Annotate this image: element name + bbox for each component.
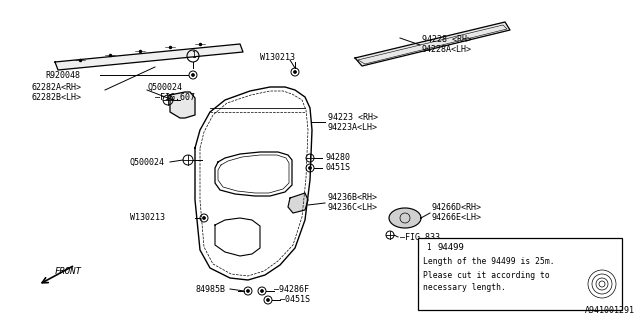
Text: 94266E<LH>: 94266E<LH>: [432, 213, 482, 222]
Circle shape: [424, 286, 428, 290]
Text: Length of the 94499 is 25m.: Length of the 94499 is 25m.: [423, 258, 555, 267]
Text: W130213: W130213: [260, 52, 295, 61]
Text: Please cut it according to: Please cut it according to: [423, 270, 550, 279]
Text: 94228A<LH>: 94228A<LH>: [422, 45, 472, 54]
Circle shape: [266, 299, 269, 301]
Text: 94236C<LH>: 94236C<LH>: [328, 204, 378, 212]
Text: 1: 1: [191, 52, 195, 60]
Circle shape: [260, 290, 264, 292]
Circle shape: [308, 166, 312, 170]
Text: Q500024: Q500024: [147, 83, 182, 92]
Text: 94228 <RH>: 94228 <RH>: [422, 36, 472, 44]
Circle shape: [202, 217, 205, 220]
Polygon shape: [288, 193, 308, 213]
Text: 62282A<RH>: 62282A<RH>: [32, 84, 82, 92]
Text: 94280: 94280: [326, 154, 351, 163]
Text: —FIG.607: —FIG.607: [155, 92, 195, 101]
Circle shape: [246, 290, 250, 292]
Text: 94236B<RH>: 94236B<RH>: [328, 194, 378, 203]
Text: —FIG.833: —FIG.833: [400, 233, 440, 242]
Text: A941001291: A941001291: [585, 306, 635, 315]
Text: 94266D<RH>: 94266D<RH>: [432, 204, 482, 212]
Text: 62282B<LH>: 62282B<LH>: [32, 92, 82, 101]
Polygon shape: [355, 22, 510, 66]
Text: W130213: W130213: [130, 213, 165, 222]
Circle shape: [294, 70, 296, 74]
Text: 84985B: 84985B: [195, 284, 225, 293]
Text: necessary length.: necessary length.: [423, 284, 506, 292]
Text: FRONT: FRONT: [55, 268, 82, 276]
Text: 1: 1: [426, 244, 430, 252]
Text: 94223 <RH>: 94223 <RH>: [328, 114, 378, 123]
Polygon shape: [55, 44, 243, 70]
Text: 94223A<LH>: 94223A<LH>: [328, 124, 378, 132]
Polygon shape: [389, 208, 421, 228]
Circle shape: [191, 74, 195, 76]
Text: R920048: R920048: [45, 70, 80, 79]
Text: Q500024: Q500024: [130, 157, 165, 166]
Polygon shape: [170, 92, 195, 118]
Text: 94499: 94499: [438, 244, 465, 252]
Text: —94286F: —94286F: [274, 284, 309, 293]
FancyBboxPatch shape: [418, 238, 622, 310]
Text: 0451S: 0451S: [326, 164, 351, 172]
Text: —0451S: —0451S: [280, 295, 310, 305]
